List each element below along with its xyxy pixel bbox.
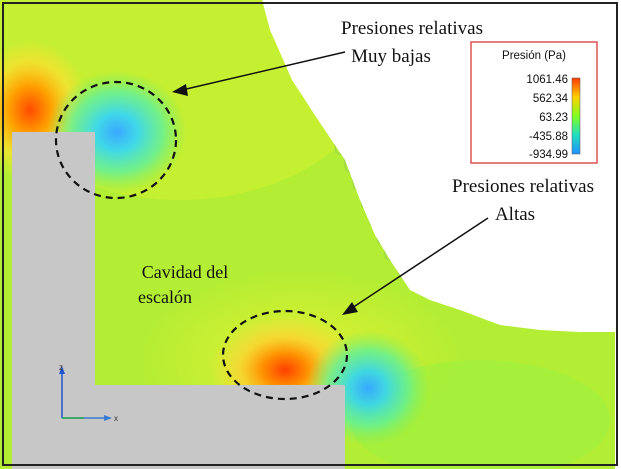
axis-x-label: x	[114, 414, 118, 423]
legend-tick: -435.88	[529, 131, 568, 143]
dashed-circle-high-pressure	[221, 309, 349, 401]
legend-tick: 562.34	[533, 93, 569, 105]
legend-tick: 63.23	[539, 112, 568, 124]
pressure-legend: Presión (Pa) 1061.46 562.34 63.23 -435.8…	[470, 41, 598, 164]
arrow-to-low-pressure	[172, 51, 346, 96]
legend-title: Presión (Pa)	[502, 50, 566, 62]
axis-z-label: z	[59, 363, 63, 372]
label-high-pressure-line1: Presiones relativas	[452, 176, 594, 197]
label-cavity-line1: Cavidad del	[142, 262, 228, 282]
axes-triad: z x	[59, 363, 118, 423]
label-low-pressure-line1: Presiones relativas	[341, 18, 483, 39]
label-low-pressure-line2: Muy bajas	[351, 46, 431, 67]
legend-tick: -934.99	[529, 149, 568, 161]
legend-tick: 1061.46	[526, 74, 568, 86]
arrow-to-high-pressure	[342, 217, 489, 315]
solid-step	[12, 132, 345, 469]
dashed-circle-low-pressure	[54, 80, 178, 200]
label-high-pressure-line2: Altas	[495, 204, 535, 225]
label-cavity-line2: escalón	[138, 287, 192, 307]
legend-colorbar	[571, 77, 581, 155]
